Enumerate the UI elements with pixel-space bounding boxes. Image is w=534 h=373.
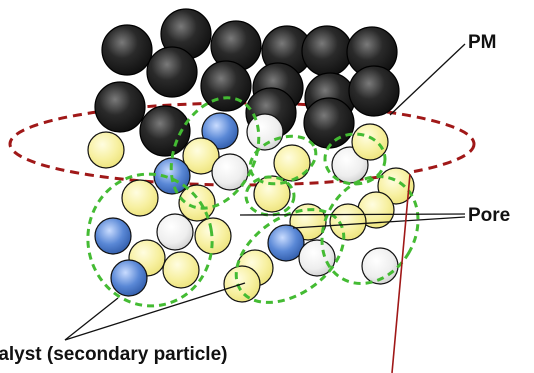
catalyst-particle-yellow: [87, 131, 125, 169]
catalyst-particle-yellow: [253, 175, 291, 213]
pm-particle: [94, 81, 146, 133]
pm-particle: [139, 105, 191, 157]
catalyst-particle-yellow: [351, 123, 389, 161]
catalyst-leader-line: [64, 297, 119, 341]
pm-particle: [101, 24, 153, 76]
catalyst-particle-yellow: [178, 184, 216, 222]
catalyst-particle-yellow: [121, 179, 159, 217]
pm-particle: [348, 65, 400, 117]
catalyst-particle-yellow: [273, 144, 311, 182]
pore-label: Pore: [468, 205, 511, 226]
pm-label: PM: [468, 32, 497, 53]
secondary-particle-outline: [320, 175, 420, 285]
pm-particle: [301, 25, 353, 77]
catalyst-leader-line: [64, 282, 246, 341]
pm-particle: [303, 97, 355, 149]
pm-leader-line: [389, 43, 466, 116]
secondary-particle-outline: [323, 132, 387, 186]
secondary-particle-outline: [234, 208, 346, 304]
pm-particle: [146, 46, 198, 98]
catalyst-particle-white: [156, 213, 194, 251]
pore-leader-line: [292, 216, 466, 229]
catalyst-particle-yellow: [377, 167, 415, 205]
pm-particle: [200, 60, 252, 112]
pore-channel-line: [391, 173, 411, 373]
catalyst-particle-yellow: [182, 137, 220, 175]
pore-leader-line: [239, 213, 466, 216]
catalyst-particle-yellow: [162, 251, 200, 289]
catalyst-particle-blue: [201, 112, 239, 150]
catalyst-particle-white: [211, 153, 249, 191]
secondary-particle-outline: [248, 134, 318, 186]
catalyst-particle-blue: [267, 224, 305, 262]
catalyst-particle-yellow: [329, 203, 367, 241]
catalyst-particle-white: [246, 113, 284, 151]
secondary-particle-outline: [86, 172, 214, 308]
catalyst-label: talyst (secondary particle): [0, 344, 228, 365]
catalyst-particle-blue: [94, 217, 132, 255]
secondary-particle-outline: [244, 175, 296, 217]
catalyst-particle-white: [298, 239, 336, 277]
catalyst-particle-blue: [110, 259, 148, 297]
